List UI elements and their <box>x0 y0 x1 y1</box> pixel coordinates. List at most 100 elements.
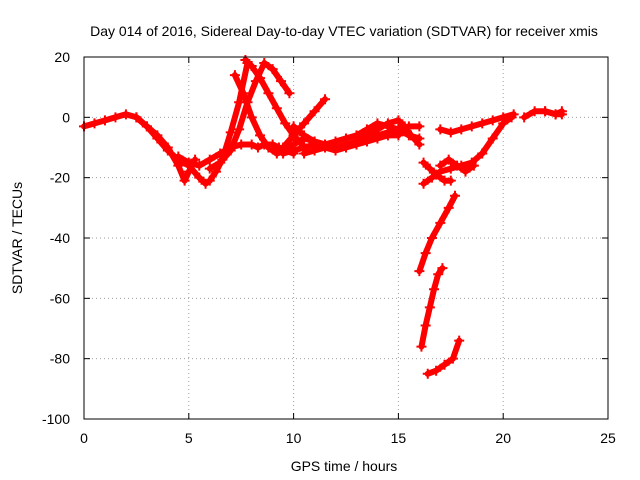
data-point <box>229 70 240 81</box>
data-point <box>435 160 446 171</box>
data-point <box>435 217 446 228</box>
data-point <box>246 112 257 123</box>
series-track-16 <box>418 112 517 189</box>
data-point <box>288 121 299 132</box>
data-point <box>215 157 226 168</box>
data-point <box>435 124 446 135</box>
data-point <box>508 109 519 120</box>
y-tick-label: 20 <box>54 49 70 65</box>
data-point <box>477 148 488 159</box>
series-track-11 <box>351 115 425 150</box>
data-point <box>443 154 454 165</box>
data-point <box>278 142 289 153</box>
data-point <box>276 76 287 87</box>
series-track-18 <box>435 109 519 138</box>
data-point <box>246 61 257 72</box>
data-point <box>288 130 299 141</box>
data-point <box>447 353 458 364</box>
data-point <box>556 106 567 117</box>
data-point <box>341 139 351 150</box>
data-point <box>141 121 152 132</box>
data-point <box>183 157 194 168</box>
data-point <box>215 148 226 159</box>
data-point <box>280 118 291 129</box>
data-point <box>540 106 551 117</box>
series-line <box>416 192 458 275</box>
data-point <box>225 145 236 156</box>
data-point <box>445 175 456 186</box>
data-point <box>466 121 477 132</box>
data-point <box>194 160 205 171</box>
y-tick-label: -20 <box>50 170 70 186</box>
data-point <box>456 124 467 135</box>
data-point <box>445 163 456 174</box>
data-point <box>299 118 310 129</box>
data-point <box>110 112 121 123</box>
series-track-4 <box>204 58 295 174</box>
data-point <box>433 269 444 280</box>
data-point <box>424 302 435 313</box>
data-point <box>252 142 263 153</box>
data-point <box>452 160 463 171</box>
data-point <box>288 145 299 156</box>
data-point <box>309 145 320 156</box>
data-point <box>449 190 460 201</box>
y-tick-label: 0 <box>62 109 70 125</box>
data-point <box>194 172 205 183</box>
data-point <box>468 160 479 171</box>
data-point <box>255 73 266 84</box>
data-point <box>320 94 331 105</box>
series-track-15 <box>422 335 465 379</box>
y-tick-label: -80 <box>50 351 70 367</box>
data-point <box>424 163 435 174</box>
data-point <box>267 64 278 75</box>
series-line <box>133 60 251 187</box>
data-point <box>405 130 416 141</box>
data-point <box>271 103 282 114</box>
data-point <box>431 365 442 376</box>
data-point <box>99 115 110 126</box>
data-point <box>299 130 310 141</box>
data-point <box>477 118 488 129</box>
data-point <box>487 133 498 144</box>
data-point <box>263 88 274 99</box>
data-point <box>120 109 131 120</box>
data-point <box>487 115 498 126</box>
series-track-8 <box>278 94 331 153</box>
data-point <box>382 118 393 129</box>
series-line <box>420 114 515 187</box>
data-point <box>173 151 184 162</box>
data-point <box>152 133 163 144</box>
data-point <box>131 112 142 123</box>
y-tick-label: -60 <box>50 290 70 306</box>
data-point <box>372 124 383 135</box>
y-tick-label: -40 <box>50 230 70 246</box>
x-tick-label: 25 <box>600 430 616 446</box>
data-point <box>320 142 331 153</box>
x-axis-label: GPS time / hours <box>291 458 398 474</box>
data-point <box>414 139 425 150</box>
tick-layer: 0 5 10 15 20 25 -100 -80 -60 -40 -20 0 20 <box>42 49 616 446</box>
data-point <box>439 359 450 370</box>
series-line <box>81 111 199 184</box>
data-point <box>234 97 245 108</box>
series-track-17 <box>435 154 479 177</box>
data-point <box>89 118 100 129</box>
data-point <box>259 58 270 69</box>
data-point <box>204 163 215 174</box>
data-point <box>393 115 404 126</box>
data-point <box>234 124 245 135</box>
data-point <box>393 124 404 135</box>
series-line <box>424 337 463 377</box>
series-track-12 <box>414 190 460 277</box>
data-point <box>204 175 215 186</box>
x-tick-label: 15 <box>391 430 407 446</box>
y-tick-label: -100 <box>42 411 70 427</box>
data-point <box>550 109 561 120</box>
data-point <box>416 341 427 352</box>
x-tick-label: 20 <box>495 430 511 446</box>
series-line <box>206 60 293 172</box>
data-point <box>361 130 372 141</box>
data-point <box>418 157 429 168</box>
